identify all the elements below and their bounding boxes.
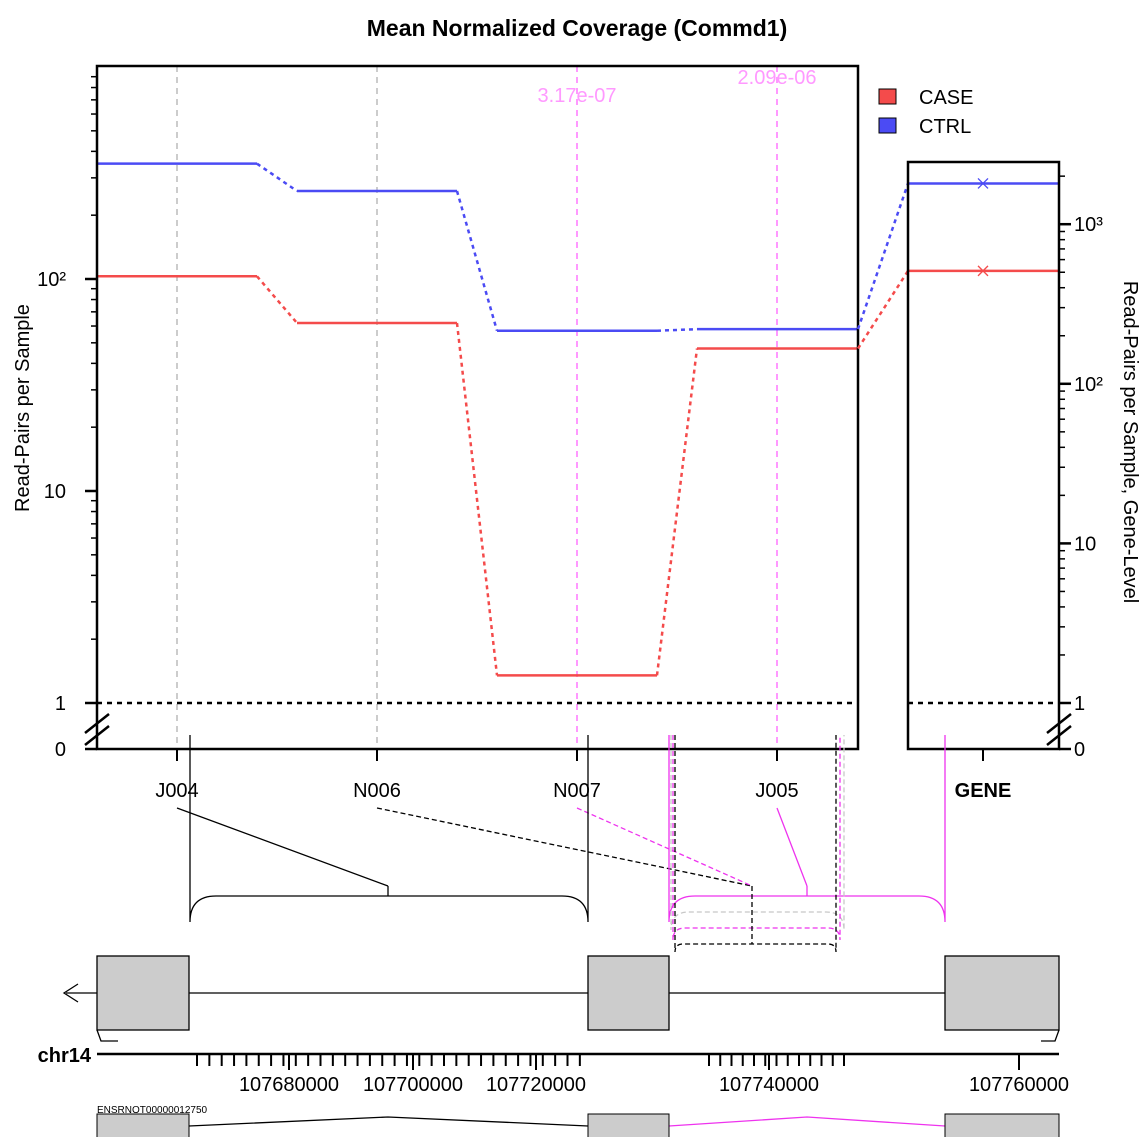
exon-1-bracket [96,1029,118,1042]
gene-tick-label: 1 [1074,693,1085,715]
feature-label-j005: J005 [755,780,798,802]
gene-feature-label: GENE [955,780,1012,802]
right-y-axis: 1 10 10² 10³ 0 [1046,175,1103,761]
coord-label-5: 107760000 [969,1074,1069,1096]
ctrl-gene-marker [977,177,989,189]
feature-label-n007: N007 [553,780,601,802]
coord-label-3: 107720000 [486,1074,586,1096]
y-tick-label: 1 [55,693,66,715]
pvalue-j005: 2.09e-06 [738,67,817,89]
junction-arc-n006-outer [670,735,845,931]
gene-axis-break-icon [1046,713,1072,746]
legend: CASE CTRL [878,87,973,138]
y-tick-label: 10² [37,269,66,291]
strand-arrow-icon [62,983,79,1003]
gene-plot-frame [906,160,1061,751]
case-connector-1 [455,322,499,676]
case-series-line [97,275,858,677]
y-tick-label: 10 [44,481,66,503]
transcript-track: ENSRNOT00000012750 [96,1105,1060,1137]
junction-arc-j004 [189,735,589,923]
chromosome-axis: chr14 107680000 107700000 107720000 1077… [38,1045,1069,1096]
ctrl-gene-connector [856,183,910,330]
feature-label-n006: N006 [353,780,401,802]
gene-tick-label: 10 [1074,533,1096,555]
case-connector-0 [256,275,298,324]
legend-swatch-case [878,88,897,105]
junction-arc-n007 [672,735,841,941]
exon-2 [587,955,670,1031]
pvalue-n007: 3.17e-07 [538,85,617,107]
feature-connectors [176,807,808,887]
gene-model [62,735,1060,1042]
gene-series-lines [856,177,1059,350]
gene-panel: 1 10 10² 10³ 0 Read-Pairs per Sample, Gene-L… [856,160,1141,802]
chromosome-label: chr14 [38,1045,92,1067]
case-gene-connector [856,270,910,350]
main-panel: 1 10 10² 0 Read-Pairs per Sample J004 N006 N0… [12,64,984,802]
feature-label-j004: J004 [155,780,198,802]
case-connector-2 [655,348,699,676]
case-gene-marker [977,265,989,277]
coord-label-1: 107680000 [239,1074,339,1096]
transcript-label: ENSRNOT00000012750 [97,1105,208,1116]
exon-1 [96,955,190,1031]
transcript-exon-2 [587,1113,670,1137]
legend-label-ctrl: CTRL [919,116,971,138]
left-y-axis: 1 10 10² 0 [37,75,110,761]
chromosome-ticks [196,1054,1020,1070]
gene-tick-label: 10³ [1074,214,1103,236]
exon-3-bracket [1041,1029,1060,1042]
transcript-exon-1 [96,1113,190,1137]
main-plot-frame [95,64,860,751]
feature-gridlines [176,66,778,749]
legend-label-case: CASE [919,87,973,109]
coord-label-2: 107700000 [363,1074,463,1096]
pvalue-labels: 3.17e-07 2.09e-06 [538,67,817,107]
ctrl-series-line [97,162,858,333]
chart-title: Mean Normalized Coverage (Commd1) [367,15,787,41]
coord-label-4: 107740000 [719,1074,819,1096]
gene-tick-label: 10² [1074,374,1103,396]
ctrl-connector-0 [256,162,298,193]
legend-swatch-ctrl [878,117,897,134]
junction-arc-n006 [674,735,837,953]
y-zero-label: 0 [55,739,66,761]
x-axis-labels: J004 N006 N007 J005 [155,749,984,802]
ctrl-connector-2 [656,327,698,333]
gene-zero-label: 0 [1074,739,1085,761]
exon-3 [944,955,1060,1031]
transcript-exon-3 [944,1113,1060,1137]
right-y-axis-label: Read-Pairs per Sample, Gene-Level [1119,281,1141,603]
y-axis-label: Read-Pairs per Sample [12,304,34,512]
axis-break-icon [84,713,110,746]
ctrl-connector-1 [455,190,499,332]
